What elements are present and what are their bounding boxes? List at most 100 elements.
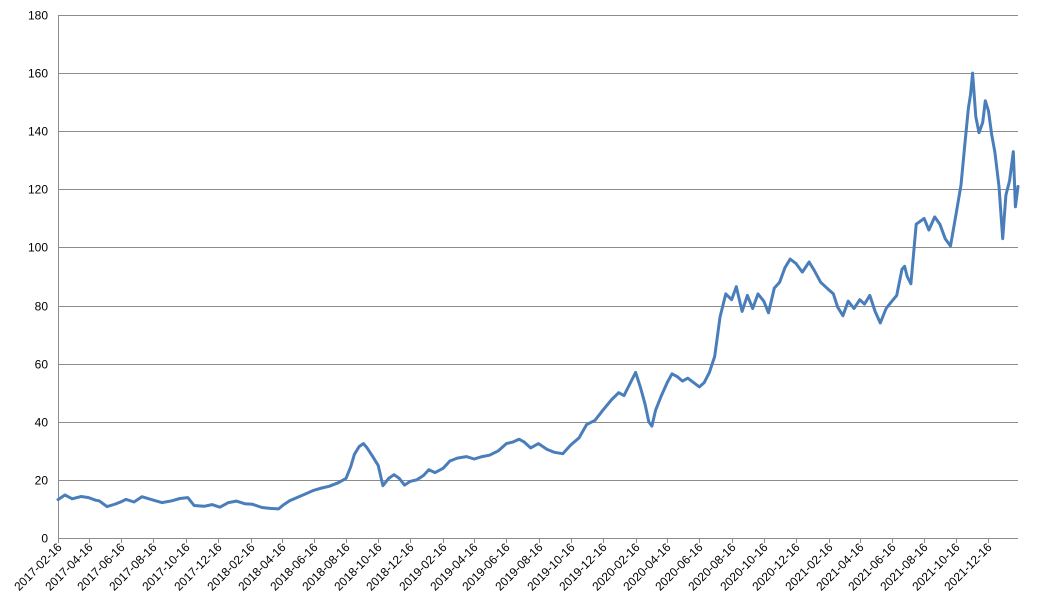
- data-point: [260, 506, 264, 509]
- y-axis-tick-labels: 0 20 40 60 80 100 120 140 160 180: [28, 9, 48, 546]
- data-point: [997, 185, 1001, 188]
- data-point: [724, 292, 727, 296]
- data-point: [666, 381, 669, 384]
- data-point: [610, 398, 613, 402]
- data-point: [97, 499, 101, 502]
- data-point: [884, 307, 888, 310]
- y-tick-label: 40: [35, 416, 49, 430]
- data-point: [832, 292, 835, 296]
- data-point: [105, 505, 109, 508]
- data-point: [529, 446, 532, 450]
- data-point: [847, 300, 850, 303]
- series-layer: [56, 71, 1020, 511]
- data-point: [448, 459, 452, 463]
- series-points: [56, 71, 1020, 511]
- data-point: [304, 492, 308, 495]
- data-point: [170, 499, 174, 502]
- x-axis-tick-labels: 2017-02-162017-04-162017-06-162017-08-16…: [11, 540, 995, 594]
- data-point: [967, 106, 970, 110]
- data-point: [441, 467, 445, 470]
- data-point: [643, 403, 647, 406]
- data-point: [944, 237, 947, 240]
- data-point: [984, 99, 987, 102]
- data-point: [708, 371, 711, 374]
- series-line: [56, 71, 1020, 511]
- data-point: [577, 436, 581, 439]
- data-point: [813, 269, 816, 272]
- data-point: [746, 294, 749, 297]
- data-point: [1008, 179, 1011, 182]
- data-point: [1016, 185, 1020, 188]
- data-point: [365, 446, 369, 450]
- data-point: [1012, 150, 1015, 153]
- data-point: [836, 305, 839, 309]
- data-point: [403, 483, 406, 487]
- axes: [58, 15, 1018, 543]
- data-point: [295, 496, 299, 499]
- data-point: [422, 474, 425, 477]
- data-point: [650, 424, 654, 428]
- data-point: [537, 442, 540, 445]
- data-point: [218, 506, 222, 509]
- data-point: [841, 314, 845, 317]
- data-point: [955, 211, 958, 214]
- data-point: [202, 505, 206, 508]
- data-point: [56, 498, 60, 501]
- data-point: [617, 391, 620, 394]
- data-point: [990, 132, 993, 136]
- data-point: [362, 442, 365, 445]
- data-point: [686, 377, 689, 380]
- data-point: [1014, 205, 1017, 208]
- data-point: [398, 477, 401, 480]
- data-point: [80, 495, 83, 498]
- data-point: [740, 310, 744, 313]
- data-point: [344, 477, 348, 480]
- gridlines: [58, 15, 1018, 481]
- data-point: [628, 382, 631, 386]
- data-point: [415, 478, 418, 482]
- data-point: [349, 465, 352, 468]
- data-point: [756, 292, 760, 296]
- data-point: [977, 131, 981, 134]
- data-point: [114, 502, 117, 506]
- data-point: [933, 215, 936, 219]
- data-point: [788, 257, 792, 261]
- data-point: [993, 150, 996, 153]
- data-point: [778, 281, 781, 284]
- y-tick-label: 180: [28, 9, 48, 23]
- data-point: [210, 503, 214, 506]
- data-point: [488, 454, 491, 457]
- data-point: [178, 497, 181, 500]
- data-point: [783, 266, 787, 269]
- data-point: [927, 228, 931, 232]
- data-point: [371, 454, 374, 458]
- data-point: [465, 455, 468, 458]
- data-point: [922, 217, 926, 220]
- data-point: [312, 489, 315, 492]
- data-point: [132, 500, 136, 504]
- data-point: [94, 499, 97, 502]
- data-point: [63, 493, 67, 497]
- data-point: [480, 455, 484, 458]
- data-point: [427, 468, 430, 471]
- data-point: [71, 497, 74, 500]
- data-point: [523, 440, 526, 444]
- data-point: [762, 300, 765, 303]
- data-point: [120, 500, 123, 503]
- data-point: [1004, 193, 1008, 197]
- data-point: [807, 260, 811, 264]
- data-point: [938, 223, 942, 226]
- data-point: [987, 109, 990, 113]
- data-point: [377, 464, 380, 467]
- data-point: [868, 294, 871, 297]
- data-point: [903, 265, 906, 268]
- data-point: [660, 394, 663, 397]
- data-point: [456, 456, 459, 460]
- data-point: [553, 451, 556, 454]
- data-point: [622, 394, 626, 397]
- y-tick-label: 100: [28, 241, 48, 255]
- data-point: [235, 499, 238, 503]
- y-tick-label: 60: [35, 358, 49, 372]
- data-point: [767, 311, 770, 314]
- data-point: [585, 423, 588, 426]
